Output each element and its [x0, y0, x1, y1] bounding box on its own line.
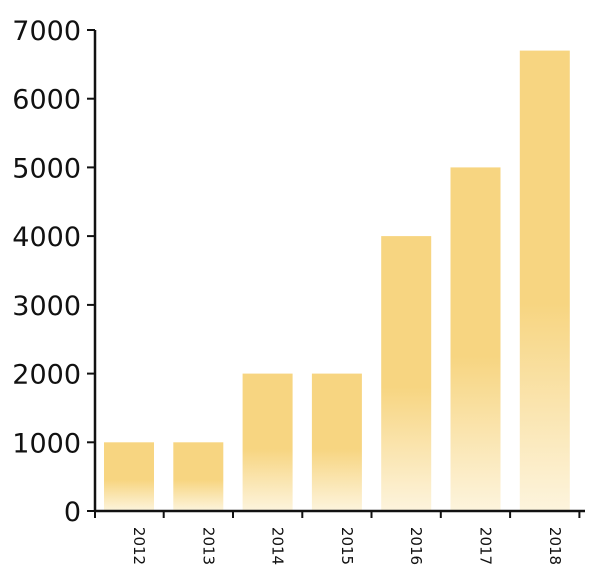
axes-layer	[93, 30, 585, 513]
y-tick-label-2000: 2000	[12, 360, 81, 391]
y-tick-label-0: 0	[64, 497, 81, 528]
x-tick-label-2015: 2015	[338, 527, 356, 565]
x-tick-label-2018: 2018	[546, 527, 564, 565]
bar-2013	[173, 442, 224, 511]
bar-2016	[381, 236, 432, 511]
bar-2014	[242, 373, 293, 511]
x-tick-label-2012: 2012	[130, 527, 148, 565]
y-tick-label-1000: 1000	[12, 428, 81, 459]
x-tick-label-2014: 2014	[269, 527, 287, 565]
y-tick-label-4000: 4000	[12, 222, 81, 253]
bars-layer	[104, 50, 570, 511]
bar-2015	[311, 373, 362, 511]
y-tick-label-7000: 7000	[12, 16, 81, 47]
bar-2012	[104, 442, 154, 511]
y-tick-label-5000: 5000	[12, 153, 81, 184]
x-tick-label-2016: 2016	[407, 527, 425, 565]
x-tick-label-2013: 2013	[199, 527, 217, 565]
y-tick-label-6000: 6000	[12, 85, 81, 116]
x-ticks-layer: 2012 2013 2014 2015 2016 2017 2018	[94, 511, 581, 565]
y-ticks-layer: 0 1000 2000 3000 4000 5000 6000 7000	[12, 16, 95, 528]
x-tick-label-2017: 2017	[477, 527, 495, 565]
y-tick-label-3000: 3000	[12, 291, 81, 322]
bar-2018	[519, 50, 570, 511]
bar-2017	[450, 167, 501, 511]
